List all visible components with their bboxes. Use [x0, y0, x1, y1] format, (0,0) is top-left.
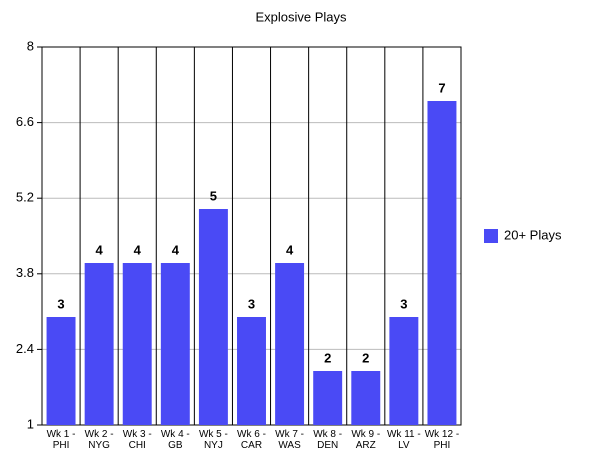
value-label: 3: [57, 296, 64, 311]
value-label: 2: [324, 350, 331, 365]
x-tick-label: Wk 3 - CHI: [122, 429, 152, 451]
chart-title: Explosive Plays: [255, 9, 347, 24]
y-tick-label: 6.6: [16, 114, 34, 129]
bar: [198, 209, 228, 425]
x-tick-label: Wk 2 - NYG: [84, 429, 114, 451]
value-label: 5: [210, 188, 217, 203]
x-tick-label: Wk 9 - ARZ: [351, 429, 381, 451]
y-tick-label: 8: [27, 38, 34, 53]
y-tick-label: 3.8: [16, 265, 34, 280]
bar: [427, 101, 457, 425]
x-tick-label: Wk 8 - DEN: [313, 429, 343, 451]
bar: [351, 371, 381, 425]
x-tick-label: Wk 12 - PHI: [424, 429, 460, 451]
x-tick-label: Wk 6 - CAR: [237, 429, 266, 451]
value-label: 3: [248, 296, 255, 311]
bar: [275, 263, 305, 425]
bar: [122, 263, 152, 425]
bar: [160, 263, 190, 425]
y-tick-label: 5.2: [16, 190, 34, 205]
value-label: 2: [362, 350, 369, 365]
y-tick-label: 1: [27, 416, 34, 431]
value-label: 4: [286, 242, 294, 257]
x-tick-label: Wk 4 - GB: [160, 429, 190, 451]
value-label: 4: [134, 242, 142, 257]
value-label: 3: [400, 296, 407, 311]
legend-label: 20+ Plays: [504, 227, 562, 242]
bar: [84, 263, 114, 425]
y-tick-label: 2.4: [16, 341, 34, 356]
bar: [237, 317, 266, 425]
bar: [46, 317, 76, 425]
x-tick-label: Wk 7 - WAS: [275, 429, 305, 451]
x-tick-label: Wk 1 - PHI: [46, 429, 76, 451]
x-tick-label: Wk 11 - LV: [386, 429, 421, 451]
bar: [389, 317, 419, 425]
bar: [313, 371, 343, 425]
x-tick-label: Wk 5 - NYJ: [198, 429, 228, 451]
value-label: 4: [172, 242, 180, 257]
value-label: 4: [96, 242, 104, 257]
value-label: 7: [438, 80, 445, 95]
legend-swatch: [484, 229, 498, 243]
